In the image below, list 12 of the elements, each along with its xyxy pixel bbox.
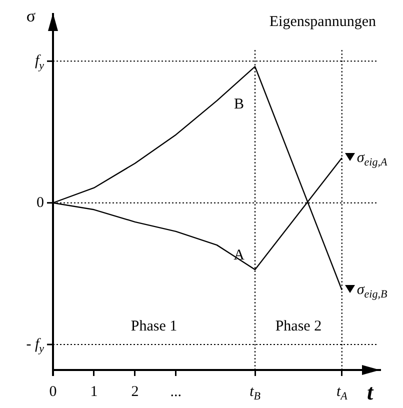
- text: Phase 2: [275, 318, 322, 334]
- x-axis-title: t: [366, 380, 374, 405]
- x-tick-label: 1: [90, 384, 98, 400]
- x-tick-label: 0: [49, 384, 57, 400]
- series-label: A: [234, 248, 245, 264]
- series-label: B: [234, 96, 244, 113]
- x-tick-label: 2: [131, 384, 139, 400]
- chart-title: Eigenspannungen: [269, 14, 376, 30]
- ref-line-label: 0: [36, 194, 44, 211]
- x-tick-label: ...: [170, 384, 182, 400]
- y-axis-title: σ: [26, 6, 36, 26]
- text: Phase 1: [130, 318, 178, 334]
